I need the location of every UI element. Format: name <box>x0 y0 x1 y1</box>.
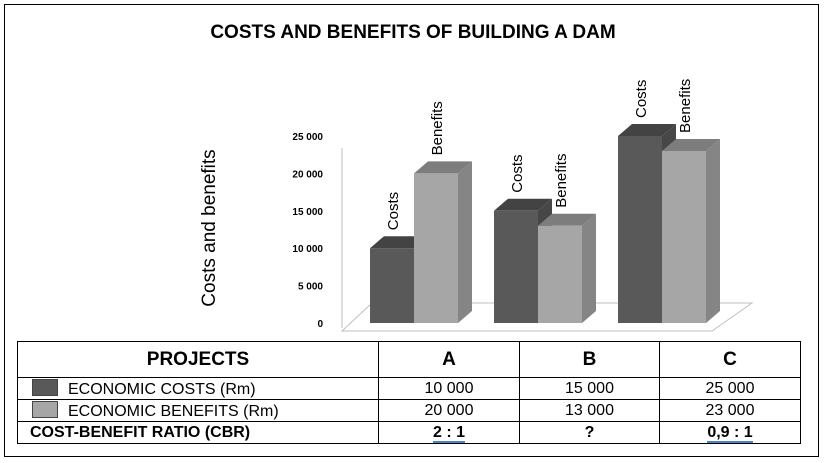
y-tick-label: 0 <box>317 319 323 330</box>
chart-title: COSTS AND BENEFITS OF BUILDING A DAM <box>210 22 616 43</box>
y-tick-label: 5 000 <box>298 282 323 293</box>
y-tick-label: 25 000 <box>292 132 323 143</box>
y-axis-label: Costs and benefits <box>199 149 220 306</box>
row-label-benefits: ECONOMIC BENEFITS (Rm) <box>17 399 379 422</box>
bar-top-costs-b <box>494 198 552 211</box>
data-table: PROJECTS A B C ECONOMIC COSTS (Rm) 10 00… <box>17 341 801 444</box>
bar-benefits-c <box>662 150 706 323</box>
table-header-b: B <box>519 341 660 378</box>
cell-benefits-c: 23 000 <box>659 399 801 422</box>
bar-costs-c <box>618 136 662 323</box>
row-label-costs: ECONOMIC COSTS (Rm) <box>17 377 379 400</box>
table-header-row: PROJECTS A B C <box>17 341 801 378</box>
bar-label-costs-b: Costs <box>509 154 526 192</box>
cell-cbr-b: ? <box>519 421 660 444</box>
bar-benefits-a <box>414 173 458 323</box>
cell-benefits-b: 13 000 <box>519 399 660 422</box>
cell-cbr-c: 0,9 : 1 <box>659 421 801 444</box>
bar-benefits-b <box>538 225 582 323</box>
chart-plot: 25 000 20 000 15 000 10 000 5 000 0 Costs Bene… <box>199 79 754 332</box>
bar-top-costs-c <box>618 124 676 136</box>
benefits-legend-swatch <box>32 400 58 418</box>
cbr-a-value: 2 : 1 <box>432 423 465 443</box>
bar-top-benefits-a <box>414 161 472 174</box>
y-tick-label: 15 000 <box>292 207 323 218</box>
bar-costs-b <box>494 210 538 323</box>
bar-side-benefits-c <box>706 138 720 323</box>
table-header-a: A <box>378 341 520 378</box>
table-header-c: C <box>659 341 801 378</box>
bar-label-costs-c: Costs <box>633 80 650 118</box>
bar-label-benefits-b: Benefits <box>553 154 570 208</box>
y-tick-label: 20 000 <box>292 169 323 180</box>
bar-top-costs-a <box>370 236 428 249</box>
cell-costs-b: 15 000 <box>519 377 660 400</box>
costs-label: ECONOMIC COSTS (Rm) <box>68 380 256 398</box>
benefits-label: ECONOMIC BENEFITS (Rm) <box>68 402 279 420</box>
bar-top-benefits-c <box>662 138 720 151</box>
table-row-cbr: COST-BENEFIT RATIO (CBR) 2 : 1 ? 0,9 : 1 <box>17 421 801 444</box>
cell-costs-a: 10 000 <box>378 377 520 400</box>
cell-benefits-a: 20 000 <box>378 399 520 422</box>
bar-side-benefits-a <box>458 161 472 323</box>
cbr-c-value: 0,9 : 1 <box>707 423 753 443</box>
bar-top-benefits-b <box>538 213 596 226</box>
bar-costs-a <box>370 248 414 323</box>
table-row-benefits: ECONOMIC BENEFITS (Rm) 20 000 13 000 23 … <box>17 399 801 422</box>
costs-legend-swatch <box>32 378 58 396</box>
bar-label-benefits-a: Benefits <box>429 101 446 155</box>
y-tick-label: 10 000 <box>292 244 323 255</box>
bar-label-costs-a: Costs <box>385 192 402 230</box>
table-row-costs: ECONOMIC COSTS (Rm) 10 000 15 000 25 000 <box>17 377 801 400</box>
bars-layer: Costs Benefits Costs Benefits Costs Benefits <box>370 79 720 323</box>
bar-label-benefits-c: Benefits <box>677 79 694 133</box>
cell-cbr-a: 2 : 1 <box>378 421 520 444</box>
cbr-label: COST-BENEFIT RATIO (CBR) <box>17 421 379 444</box>
table-header-projects: PROJECTS <box>17 341 379 378</box>
bar-side-benefits-b <box>582 213 596 323</box>
cell-costs-c: 25 000 <box>659 377 801 400</box>
